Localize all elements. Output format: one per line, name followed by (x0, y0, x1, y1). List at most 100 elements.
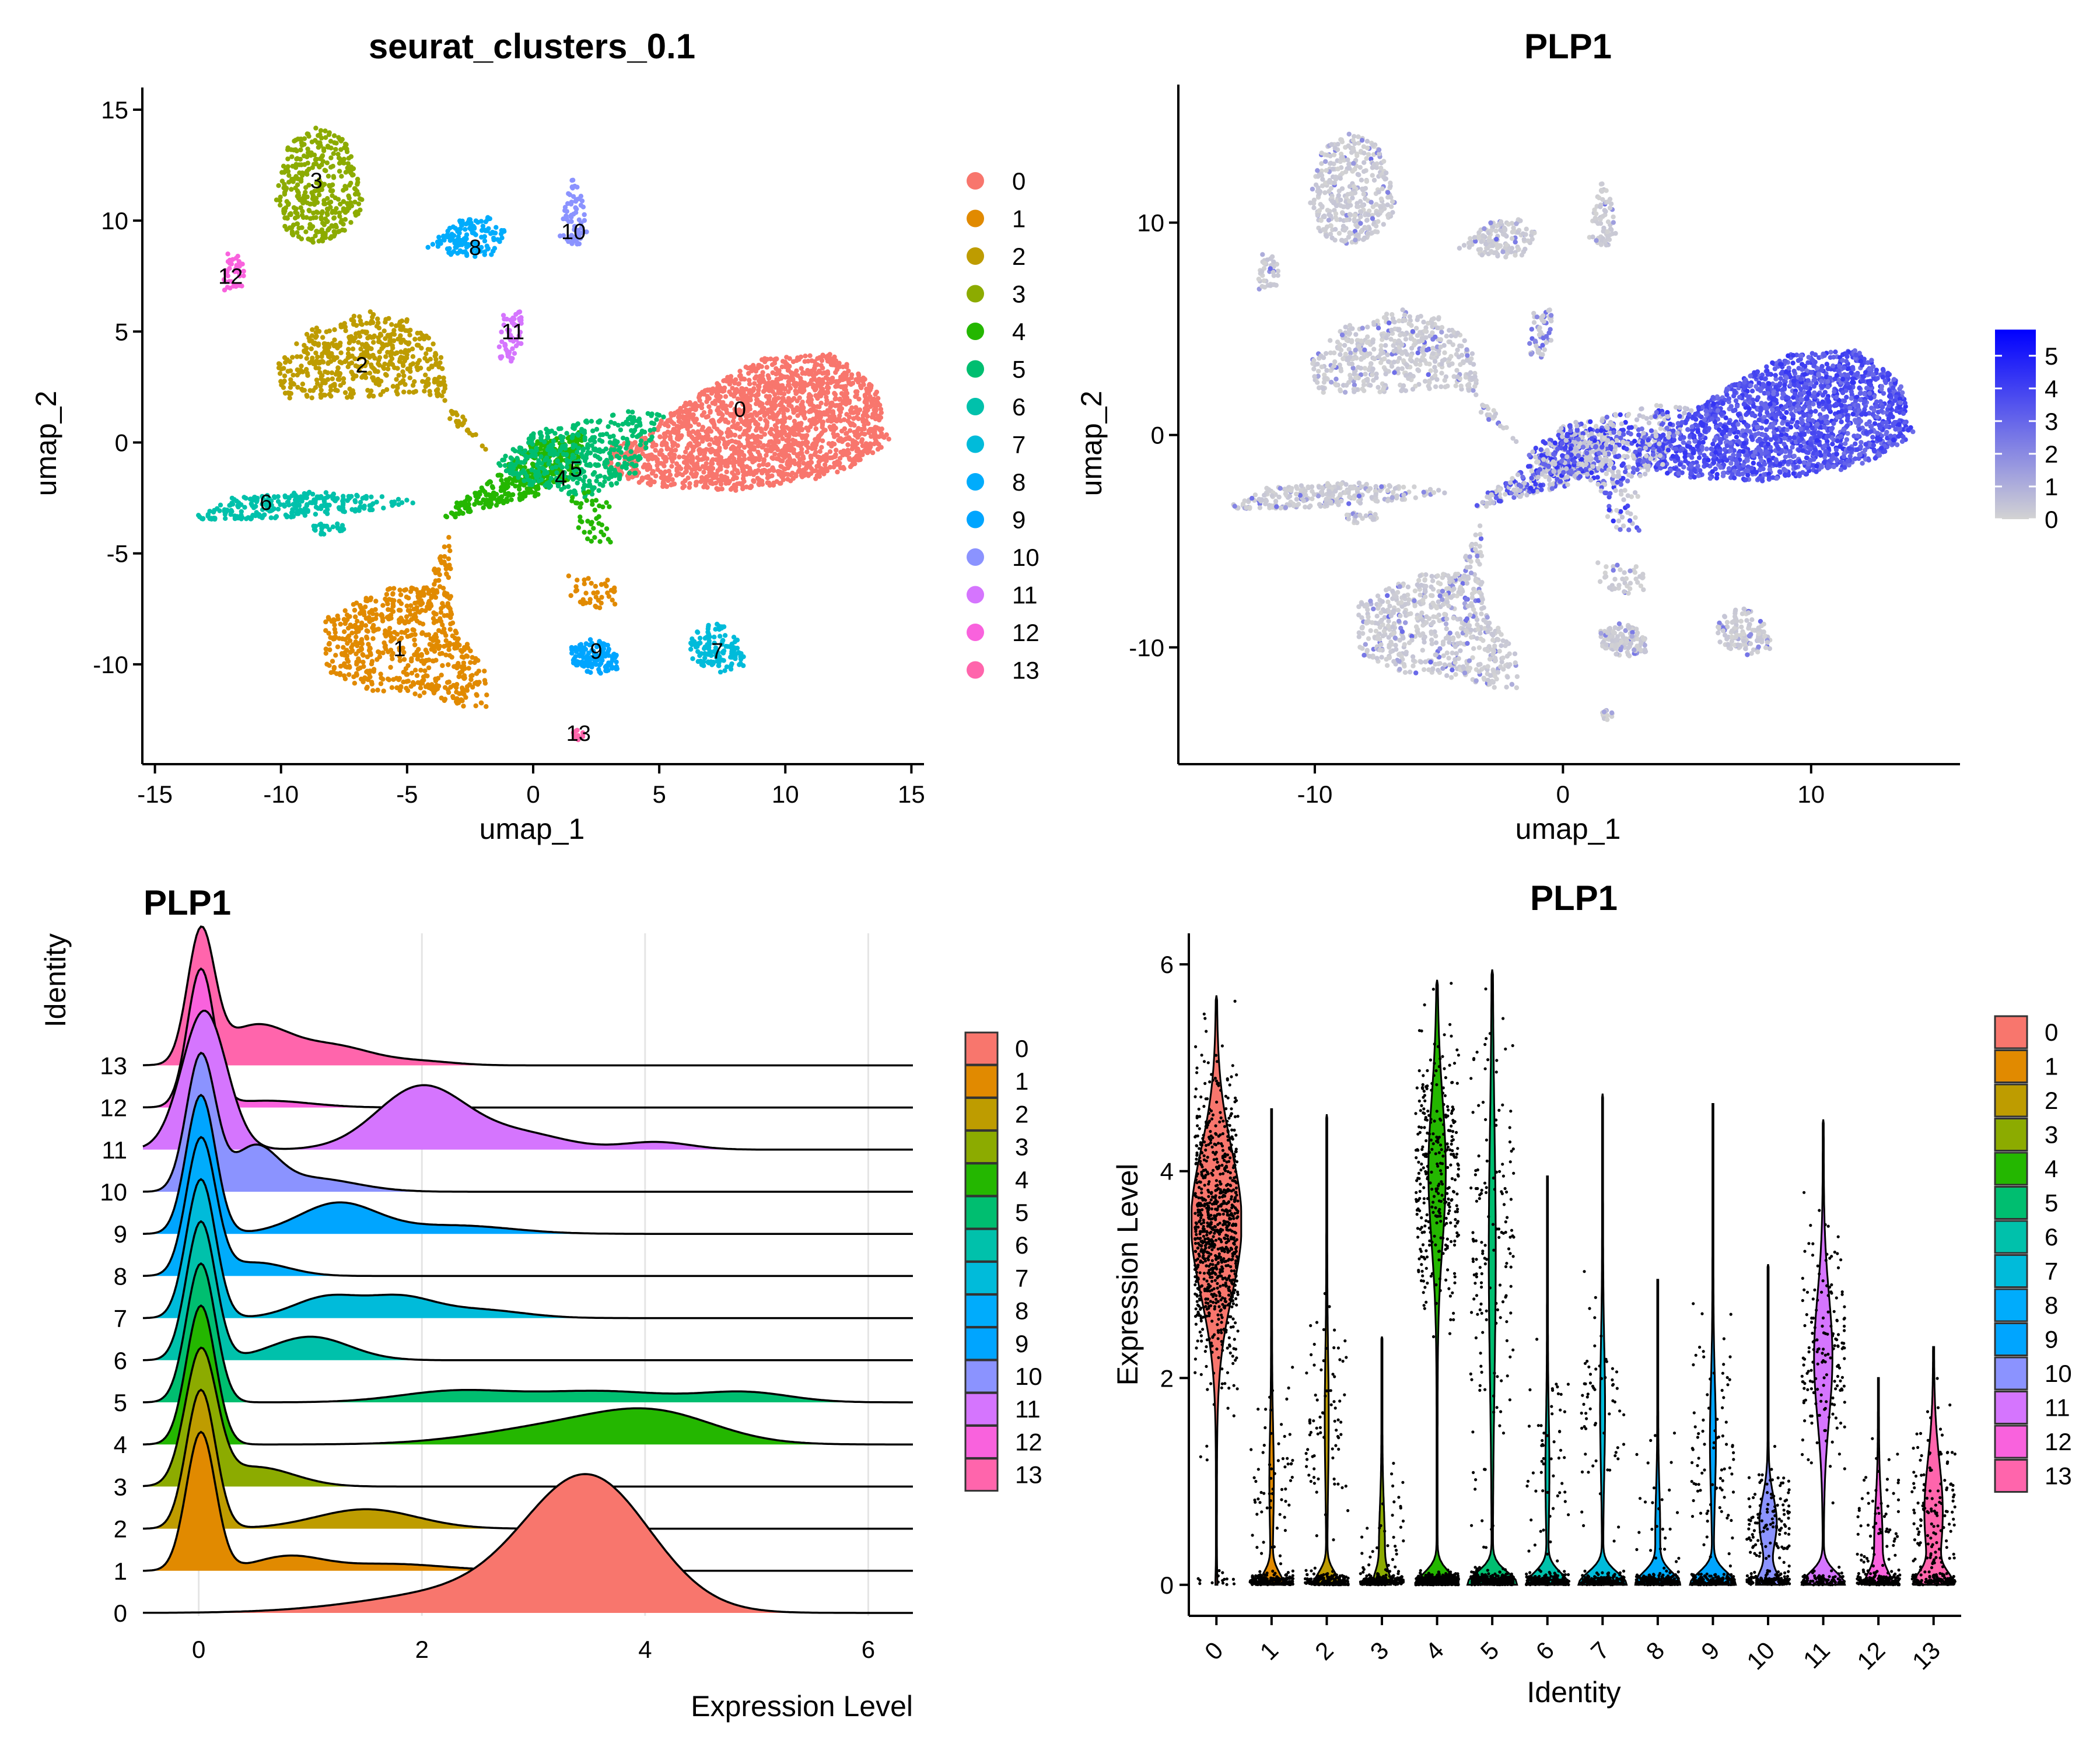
umap-point (460, 687, 466, 692)
umap-point (383, 317, 388, 322)
umap-point (850, 443, 855, 449)
umap-point (365, 629, 370, 634)
umap-point (379, 613, 385, 618)
umap-point (395, 391, 400, 397)
umap-point (854, 392, 859, 397)
umap-point (839, 428, 845, 434)
umap-point (205, 512, 211, 517)
umap-point (446, 604, 451, 610)
umap-point (724, 469, 729, 475)
umap-point (397, 598, 402, 604)
umap-point (321, 359, 326, 365)
umap-point (342, 652, 348, 658)
umap-point (787, 415, 793, 421)
umap-point (396, 373, 401, 378)
umap-point (433, 351, 438, 356)
umap-point (465, 654, 470, 659)
umap-point (479, 701, 484, 706)
umap-point (843, 371, 848, 376)
umap-point (312, 202, 317, 207)
umap-point (391, 598, 397, 603)
umap-point (801, 405, 806, 411)
umap-point (582, 482, 587, 488)
umap-point (774, 372, 779, 377)
umap-point (718, 435, 723, 440)
umap-point (750, 454, 755, 460)
umap-point (353, 614, 358, 620)
umap-point (458, 249, 463, 254)
umap-point (767, 474, 772, 479)
umap-point (346, 672, 352, 677)
umap-point (386, 607, 391, 612)
umap-point (820, 377, 825, 383)
umap-point (313, 125, 318, 131)
umap-point (434, 590, 440, 595)
umap-point (710, 400, 715, 406)
umap-point (330, 659, 335, 664)
umap-point (643, 440, 649, 446)
umap-point (384, 373, 389, 378)
umap-point (859, 437, 865, 442)
umap-point (404, 352, 410, 358)
umap-point (630, 433, 635, 439)
umap-point (690, 656, 695, 662)
umap-point (300, 382, 306, 387)
umap-point (847, 457, 852, 462)
umap-point (289, 154, 295, 159)
umap-point (713, 435, 719, 441)
umap-point (886, 436, 891, 442)
umap-point (727, 479, 732, 484)
umap-point (733, 656, 738, 662)
umap-point (683, 400, 688, 406)
umap-point (876, 396, 881, 401)
umap-point (693, 407, 698, 412)
umap-point (354, 492, 359, 498)
umap-point (406, 348, 412, 354)
umap-point (380, 618, 386, 624)
umap-point (289, 512, 295, 517)
umap-point (808, 455, 814, 460)
umap-point (447, 653, 453, 658)
umap-point (614, 453, 620, 459)
umap-point (358, 318, 363, 324)
umap-point (446, 544, 452, 549)
umap-point (639, 428, 645, 434)
umap-point (365, 668, 370, 674)
umap-point (409, 670, 415, 676)
umap-point (416, 358, 422, 363)
umap-point (335, 197, 341, 202)
umap-point (360, 496, 365, 501)
umap-point (335, 644, 341, 650)
umap-point (866, 445, 872, 450)
umap-point (772, 423, 778, 428)
umap-point (421, 587, 426, 593)
umap-point (309, 395, 314, 401)
umap-point (342, 629, 347, 635)
umap-point (827, 352, 832, 357)
umap-point (834, 447, 839, 453)
umap-point (691, 429, 696, 434)
umap-point (752, 376, 758, 381)
umap-point (412, 652, 417, 657)
umap-point (697, 635, 703, 641)
umap-point (300, 170, 305, 176)
umap-point (326, 631, 331, 636)
umap-point (399, 629, 404, 635)
umap-point (578, 642, 584, 648)
umap-point (737, 434, 743, 440)
umap-point (582, 212, 587, 218)
umap-point (378, 392, 383, 397)
umap-point (341, 673, 347, 678)
umap-point (583, 646, 589, 652)
umap-point (603, 446, 609, 452)
umap-point (482, 668, 487, 674)
umap-point (328, 670, 334, 676)
umap-point (664, 441, 669, 446)
umap-point (292, 215, 298, 220)
umap-point (454, 640, 460, 645)
umap-point (407, 340, 412, 345)
umap-point (419, 631, 425, 636)
umap-point (426, 665, 432, 671)
umap-point (351, 338, 356, 344)
umap-point (398, 349, 404, 355)
